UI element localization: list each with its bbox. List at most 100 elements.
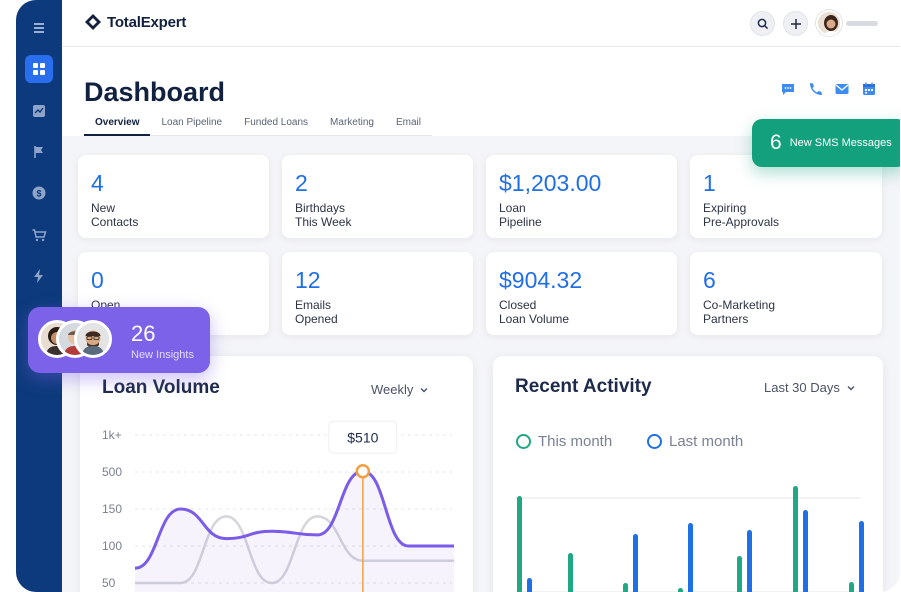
legend-last-month[interactable]: Last month — [647, 433, 743, 450]
tab-email[interactable]: Email — [395, 117, 421, 128]
legend-marker — [647, 434, 662, 449]
bar-this-month — [737, 556, 742, 592]
legend-marker — [516, 434, 531, 449]
highlight-point — [355, 464, 371, 479]
search-button[interactable] — [750, 11, 775, 36]
logo[interactable]: TotalExpert — [84, 13, 186, 31]
bar-this-month — [517, 496, 522, 592]
stat-card-expiring-preapprovals[interactable]: 1 Expiring Pre-Approvals — [690, 155, 882, 238]
user-avatar[interactable] — [816, 10, 842, 36]
insights-label: New Insights — [131, 349, 194, 361]
brand-name: TotalExpert — [107, 13, 187, 31]
dropdown-value: Weekly — [371, 382, 414, 397]
chat-icon[interactable] — [780, 81, 796, 97]
plus-icon — [790, 18, 801, 29]
sms-label: New SMS Messages — [789, 137, 892, 149]
y-tick-label: 1k+ — [102, 428, 122, 442]
y-tick-label: 150 — [102, 502, 122, 516]
stat-card-new-contacts[interactable]: 4 New Contacts — [78, 155, 269, 238]
tab-funded-loans[interactable]: Funded Loans — [244, 117, 309, 128]
stat-label: New Contacts — [91, 201, 139, 229]
bar-last-month — [803, 510, 808, 592]
chevron-down-icon — [847, 385, 855, 390]
stat-label: Loan Pipeline — [499, 201, 542, 229]
bars — [517, 486, 864, 592]
sms-count: 6 — [770, 131, 782, 154]
mail-icon[interactable] — [834, 81, 850, 97]
period-dropdown[interactable]: Last 30 Days — [764, 380, 856, 395]
cart-icon — [32, 229, 47, 242]
stat-value: $904.32 — [499, 267, 583, 293]
page-title: Dashboard — [84, 77, 226, 107]
bar-last-month — [527, 578, 532, 592]
legend-this-month[interactable]: This month — [516, 433, 612, 450]
stat-value: 2 — [295, 170, 308, 196]
stat-value: 12 — [295, 267, 321, 293]
logo-mark-icon — [85, 14, 101, 30]
add-button[interactable] — [783, 11, 808, 36]
chevron-down-icon — [420, 387, 428, 392]
stat-label: Expiring Pre-Approvals — [703, 201, 780, 229]
stat-card-closed-loan-volume[interactable]: $904.32 Closed Loan Volume — [486, 252, 677, 335]
bar-last-month — [633, 534, 638, 592]
stat-label: Birthdays This Week — [295, 201, 352, 229]
stat-label: Co-Marketing Partners — [703, 298, 776, 326]
bar-this-month — [793, 486, 798, 592]
series-line-current — [134, 469, 454, 570]
tooltip-box — [328, 420, 398, 454]
tab-overview[interactable]: Overview — [84, 117, 151, 136]
loan-volume-chart: 1k+ 500 150 100 50 $510 — [102, 420, 454, 592]
chart-icon — [33, 105, 45, 117]
stat-value: 1 — [703, 170, 716, 196]
recent-activity-chart — [515, 486, 864, 592]
panel-title: Recent Activity — [515, 376, 652, 397]
stat-label: Emails Opened — [295, 298, 338, 326]
stat-value: $1,203.00 — [499, 170, 602, 196]
sidebar-item-reports[interactable] — [25, 97, 53, 125]
bar-last-month — [747, 530, 752, 592]
tab-loan-pipeline[interactable]: Loan Pipeline — [161, 117, 223, 128]
menu-icon[interactable] — [25, 14, 53, 42]
bar-this-month — [849, 582, 854, 592]
bar-last-month — [859, 521, 864, 592]
app-window: $ TotalExpert Dashboard Overview Loan Pi… — [16, 0, 900, 592]
user-name-placeholder — [846, 21, 878, 26]
sidebar-item-campaigns[interactable] — [25, 138, 53, 166]
user-photo — [818, 12, 840, 34]
panel-title: Loan Volume — [102, 377, 220, 398]
period-dropdown[interactable]: Weekly — [371, 382, 429, 397]
series-line-previous — [134, 515, 454, 585]
avatar — [74, 320, 112, 358]
legend-label: This month — [538, 433, 613, 450]
series-area — [135, 471, 454, 592]
sidebar-item-loans[interactable]: $ — [25, 179, 53, 207]
sms-notification[interactable]: 6 New SMS Messages — [752, 119, 900, 167]
series-lines — [134, 469, 454, 592]
sidebar-item-marketplace[interactable] — [25, 221, 53, 249]
loan-volume-panel: Loan Volume Weekly 1k+ 500 150 100 50 $5… — [80, 356, 473, 592]
sidebar-item-automation[interactable] — [25, 262, 53, 290]
insights-count: 26 — [131, 321, 156, 346]
y-tick-label: 500 — [102, 465, 122, 479]
insights-notification[interactable]: 26 New Insights — [28, 307, 210, 373]
dollar-icon: $ — [32, 186, 46, 200]
stat-card-co-marketing-partners[interactable]: 6 Co-Marketing Partners — [690, 252, 882, 335]
tab-marketing[interactable]: Marketing — [330, 117, 374, 128]
dashboard-icon — [33, 63, 45, 75]
bar-this-month — [678, 588, 683, 592]
top-bar: TotalExpert — [62, 0, 900, 47]
stat-card-birthdays[interactable]: 2 Birthdays This Week — [282, 155, 473, 238]
bar-this-month — [568, 553, 573, 592]
stat-card-emails-opened[interactable]: 12 Emails Opened — [282, 252, 473, 335]
flag-icon — [34, 146, 43, 158]
calendar-icon[interactable] — [861, 81, 877, 97]
svg-text:$: $ — [36, 189, 41, 199]
recent-activity-panel: Recent Activity Last 30 Days This month … — [493, 356, 883, 592]
stat-card-loan-pipeline[interactable]: $1,203.00 Loan Pipeline — [486, 155, 677, 238]
sidebar-item-dashboard[interactable] — [25, 55, 53, 83]
stat-value: 4 — [91, 170, 104, 196]
y-axis-labels: 1k+ 500 150 100 50 — [102, 428, 122, 590]
phone-icon[interactable] — [807, 81, 823, 97]
sidebar: $ — [16, 0, 62, 592]
dropdown-value: Last 30 Days — [764, 380, 840, 395]
